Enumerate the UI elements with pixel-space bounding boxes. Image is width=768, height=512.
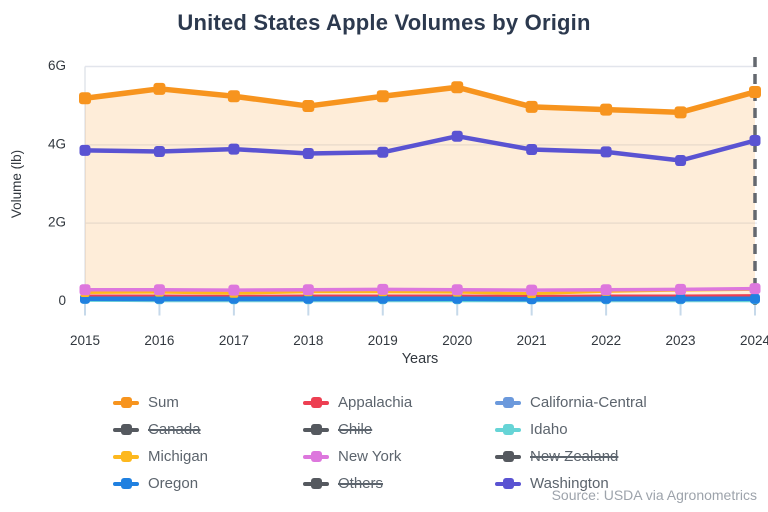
legend-item-sum[interactable]: Sum: [113, 395, 303, 410]
series-marker-sum: [376, 90, 389, 103]
legend-item-idaho[interactable]: Idaho: [495, 422, 759, 437]
x-tick-label: 2017: [219, 333, 249, 348]
series-marker-washington: [228, 143, 240, 155]
source-credit: Source: USDA via Agronometrics: [551, 487, 757, 503]
legend-label: Sum: [148, 394, 179, 411]
x-tick-label: 2023: [666, 333, 696, 348]
legend-label: Appalachia: [338, 394, 413, 411]
legend-item-washington[interactable]: Washington: [495, 476, 759, 491]
x-tick-label: 2021: [517, 333, 547, 348]
legend-label: Idaho: [530, 421, 568, 438]
legend-item-oregon[interactable]: Oregon: [113, 476, 303, 491]
y-tick-label: 4G: [48, 136, 66, 151]
series-line-new-york: [83, 286, 757, 292]
legend-marker-icon: [113, 478, 139, 490]
series-line-appalachia: [83, 294, 757, 298]
legend-marker-icon: [303, 397, 329, 409]
series-marker-new-york: [600, 284, 612, 296]
series-marker-washington: [451, 130, 463, 142]
series-line-sum: [82, 84, 758, 116]
x-tick-label: 2019: [368, 333, 398, 348]
legend-label: California-Central: [530, 394, 647, 411]
legend-item-appalachia[interactable]: Appalachia: [303, 395, 495, 410]
series-marker-washington: [749, 135, 761, 147]
legend: Sum Appalachia California-Central Canada Chi…: [113, 389, 759, 497]
series-marker-oregon: [675, 293, 686, 304]
series-marker-sum: [600, 103, 613, 116]
legend-label: New Zealand: [530, 448, 619, 465]
legend-item-chile[interactable]: Chile: [303, 422, 495, 437]
series-marker-sum: [302, 100, 315, 113]
series-marker-sum: [749, 85, 761, 98]
series-marker-new-york: [302, 284, 314, 296]
area-fill-sum: [85, 87, 755, 302]
legend-marker-icon: [495, 397, 521, 409]
legend-label: Washington: [530, 475, 609, 492]
x-axis-title: Years: [402, 351, 439, 367]
series-marker-new-york: [79, 284, 91, 296]
legend-label: Others: [338, 475, 384, 492]
legend-item-new-york[interactable]: New York: [303, 449, 495, 464]
series-marker-oregon: [750, 293, 760, 304]
series-marker-washington: [377, 146, 389, 158]
x-tick-label: 2018: [293, 333, 323, 348]
legend-marker-icon: [113, 397, 139, 409]
legend-marker-icon: [303, 451, 329, 463]
legend-label: New York: [338, 448, 402, 465]
series-marker-oregon: [377, 293, 388, 304]
x-tick-label: 2022: [591, 333, 621, 348]
series-marker-oregon: [303, 293, 314, 304]
x-tick-label: 2015: [70, 333, 100, 348]
x-tick-label: 2024: [740, 333, 768, 348]
line-chart-plot: 0 2G 4G 6G 2015 2016 2017 2018 2019 2020 2021 2022 2…: [9, 57, 768, 367]
legend-marker-icon: [113, 451, 139, 463]
y-tick-label: 2G: [48, 215, 66, 230]
y-axis-title: Volume (lb): [9, 150, 24, 218]
legend-marker-icon: [495, 451, 521, 463]
chart-title: United States Apple Volumes by Origin: [177, 10, 591, 35]
legend-label: Oregon: [148, 475, 199, 492]
legend-label: Michigan: [148, 448, 209, 465]
series-marker-washington: [153, 145, 165, 157]
legend-marker-icon: [113, 424, 139, 436]
series-marker-new-york: [228, 284, 240, 296]
legend-item-new-zealand[interactable]: New Zealand: [495, 449, 759, 464]
series-marker-new-york: [377, 283, 389, 295]
series-marker-new-york: [526, 284, 538, 296]
y-tick-label: 6G: [48, 58, 66, 73]
y-tick-label: 0: [58, 293, 66, 308]
series-marker-new-york: [153, 284, 165, 296]
series-marker-washington: [675, 155, 687, 166]
series-marker-oregon: [601, 293, 612, 304]
series-line-washington: [82, 133, 758, 163]
legend-label: Chile: [338, 421, 373, 438]
legend-marker-icon: [495, 424, 521, 436]
series-marker-new-york: [675, 283, 687, 295]
legend-marker-icon: [495, 478, 521, 490]
series-marker-sum: [79, 92, 91, 105]
series-marker-new-york: [749, 283, 761, 295]
series-marker-sum: [674, 106, 687, 119]
series-marker-sum: [153, 82, 166, 95]
series-marker-washington: [302, 147, 314, 159]
legend-label: Canada: [148, 421, 201, 438]
legend-marker-icon: [303, 424, 329, 436]
series-marker-sum: [451, 81, 464, 94]
series-marker-washington: [526, 144, 538, 156]
legend-item-canada[interactable]: Canada: [113, 422, 303, 437]
x-tick-label: 2016: [144, 333, 174, 348]
legend-item-california-central[interactable]: California-Central: [495, 395, 759, 410]
legend-item-michigan[interactable]: Michigan: [113, 449, 303, 464]
series-marker-washington: [79, 144, 91, 156]
series-marker-sum: [525, 100, 538, 113]
series-marker-sum: [227, 90, 240, 103]
x-tick-label: 2020: [442, 333, 472, 348]
legend-item-others[interactable]: Others: [303, 476, 495, 491]
series-marker-washington: [600, 146, 612, 158]
series-marker-new-york: [451, 284, 463, 296]
legend-marker-icon: [303, 478, 329, 490]
